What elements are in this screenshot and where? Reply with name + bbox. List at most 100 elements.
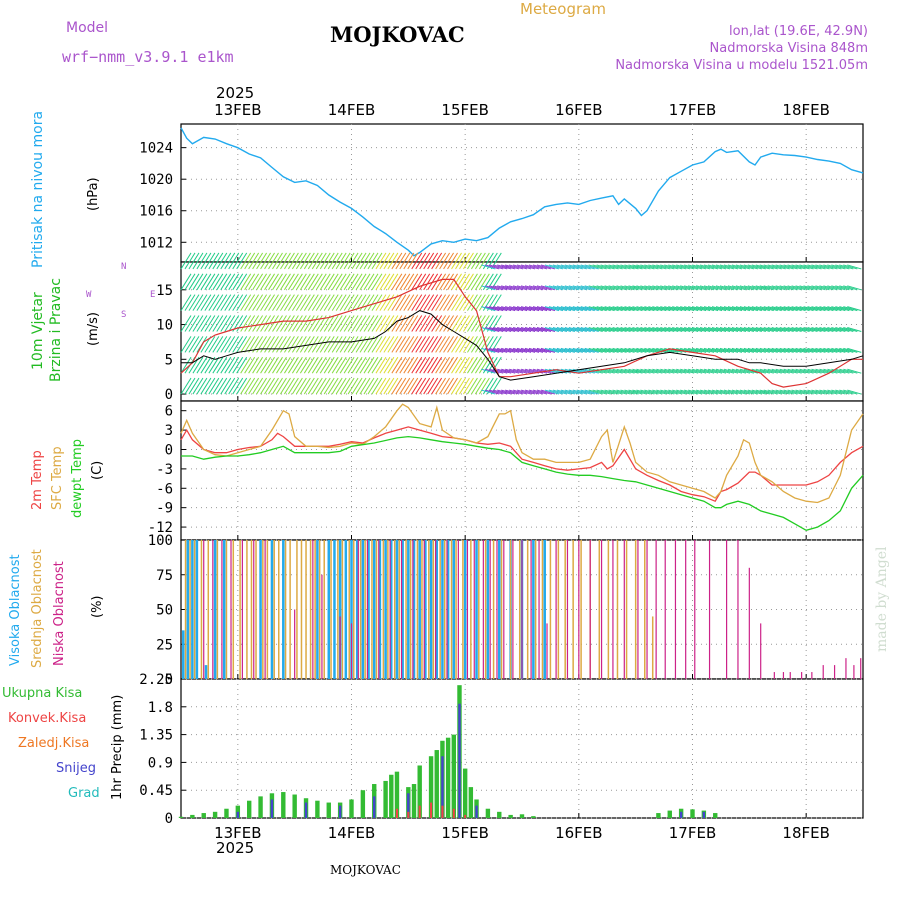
precip-snow-bar [270, 799, 274, 818]
wind-barb [220, 356, 232, 374]
wind-barb [315, 377, 327, 395]
wind-barb [395, 252, 407, 270]
wind-barb [592, 368, 607, 374]
wind-barb [608, 327, 623, 332]
y-tick-label: -9 [156, 501, 173, 517]
precip-total-bar [212, 811, 218, 818]
wind-barb [795, 264, 810, 270]
wind-barb [208, 252, 220, 270]
wind-barb [560, 327, 575, 332]
wind-barb [656, 368, 671, 374]
wind-barb [783, 389, 798, 395]
wind-barb [596, 327, 611, 332]
wind-barb [807, 347, 822, 353]
wind-barb [268, 273, 279, 291]
wind-barb [692, 327, 707, 332]
wind-barb [775, 389, 790, 395]
wind-barb [811, 389, 826, 395]
wind-barb [319, 377, 331, 395]
wind-barb [208, 336, 220, 353]
wind-barb [672, 285, 687, 291]
wind-barb [403, 336, 415, 353]
station-title: MOJKOVAC [330, 22, 465, 47]
wind-barb [600, 347, 615, 353]
wind-barb [335, 356, 347, 374]
wind-barb [584, 389, 599, 395]
wind-barb [232, 252, 244, 270]
wind-barb [467, 252, 478, 270]
wind-barb [260, 273, 271, 291]
wind-barb [489, 347, 504, 353]
wind-barb [339, 356, 351, 374]
wind-barb [536, 389, 552, 395]
wind-barb [576, 347, 591, 353]
wind-barb [644, 264, 659, 270]
wind-barb [351, 252, 363, 270]
wind-barb [431, 273, 443, 291]
wind-barb [443, 336, 454, 353]
wind-barb [455, 294, 466, 311]
wind-barb [467, 377, 478, 395]
wind-barb [508, 264, 524, 270]
wind-barb [419, 356, 431, 374]
precip-snow-bar [236, 811, 240, 818]
wind-barb [252, 377, 264, 395]
wind-barb [668, 306, 683, 312]
wind-barb [180, 273, 192, 291]
wind-barb [636, 347, 651, 353]
wind-barb [672, 368, 687, 374]
wind-barb [767, 347, 782, 353]
wind-barb [244, 336, 256, 353]
wind-barb [351, 294, 363, 311]
wind-barb [451, 252, 462, 270]
wind-barb [323, 315, 335, 332]
wind-barb [684, 368, 699, 374]
wind-barb [771, 347, 786, 353]
wind-barb [236, 356, 248, 374]
wind-barb [359, 377, 371, 395]
precip-total-bar [383, 780, 388, 818]
wind-barb [564, 347, 579, 353]
wind-barb [799, 347, 814, 353]
year-label-bottom: 2025 [216, 839, 255, 857]
wind-barb [403, 377, 415, 395]
wind-barb [811, 306, 826, 312]
wind-barb [707, 285, 723, 291]
wind-barb [192, 273, 204, 291]
wind-barb [319, 273, 331, 291]
wind-barb [703, 389, 719, 395]
wind-barb [359, 356, 371, 374]
y-tick-label: 1016 [139, 204, 173, 220]
wind-barb [343, 273, 355, 291]
wind-barb [616, 264, 631, 270]
wind-barb [485, 389, 500, 395]
wind-barb [435, 294, 447, 311]
wind-barb [343, 336, 355, 353]
wind-barb [228, 315, 240, 332]
wind-barb [375, 336, 387, 353]
wind-barb [367, 273, 379, 291]
wind-barb [379, 336, 391, 353]
wind-barb [295, 356, 307, 374]
wind-barb [572, 327, 587, 332]
wind-barb [276, 294, 287, 311]
wind-barb [343, 377, 355, 395]
wind-barb [843, 285, 858, 291]
pressure-line [180, 127, 864, 257]
wind-barb [505, 306, 520, 312]
wind-barb [315, 336, 327, 353]
wind-barb [779, 306, 794, 312]
wind-barb [775, 347, 790, 353]
wind-barb [347, 294, 359, 311]
wind-barb [343, 252, 355, 270]
wind-barb [819, 389, 834, 395]
wind-barb [485, 285, 500, 291]
wind-barb [612, 306, 627, 312]
wind-barb [391, 336, 403, 353]
wind-barb [311, 336, 323, 353]
precip-snow-bar [304, 802, 308, 818]
wind-barb [331, 315, 343, 332]
precip-snow-bar [475, 805, 478, 818]
wind-barb [291, 315, 303, 332]
wind-barb [707, 347, 723, 353]
